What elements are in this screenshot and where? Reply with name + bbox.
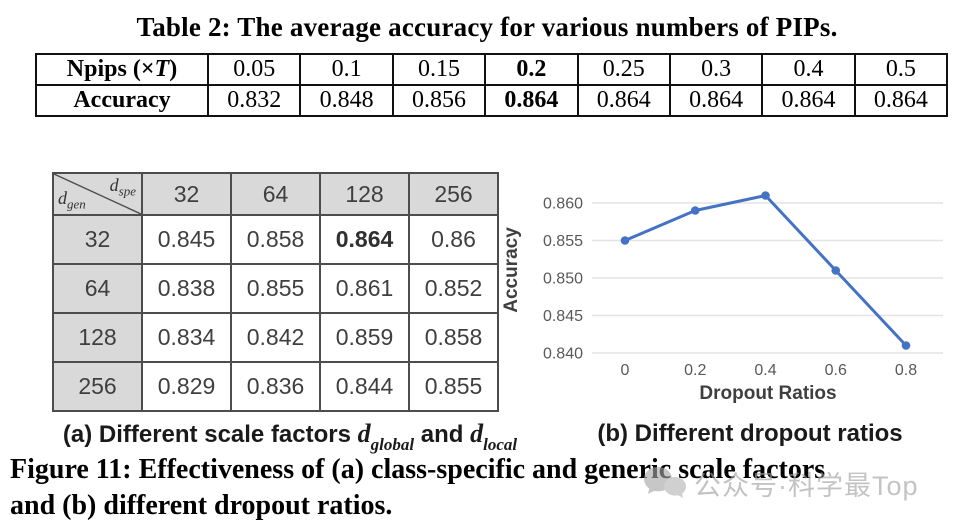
table2-caption: Table 2: The average accuracy for variou…	[136, 12, 838, 42]
scale-table-header-row: dspe dgen 32 64 128 256	[52, 172, 499, 216]
table-cell: 0.845	[141, 214, 232, 265]
column-header: 128	[319, 172, 410, 216]
row-header: 32	[52, 214, 143, 265]
row-header: 128	[52, 312, 143, 363]
d-local-symbol: dlocal	[470, 419, 518, 455]
table-cell: 0.864	[761, 84, 856, 117]
table-cell: 0.864	[853, 84, 949, 117]
table-cell: 0.25	[576, 53, 671, 86]
table-cell: 0.864	[668, 84, 764, 117]
table-cell: 0.86	[408, 214, 499, 265]
svg-text:0.840: 0.840	[543, 346, 583, 363]
svg-text:0.4: 0.4	[754, 362, 776, 379]
svg-text:0.860: 0.860	[543, 196, 583, 213]
table-cell: 0.855	[408, 361, 499, 412]
caption-a: (a) Different scale factors dglobal and …	[62, 419, 518, 455]
table-cell: 0.855	[230, 263, 321, 314]
dspe-label: dspe	[109, 175, 136, 199]
y-axis-label: Accuracy	[501, 227, 522, 313]
table-cell: 0.834	[141, 312, 232, 363]
table-cell: 0.3	[668, 53, 764, 86]
table-cell-best: 0.864	[484, 84, 579, 117]
svg-text:0.6: 0.6	[825, 362, 847, 379]
caption-b: (b) Different dropout ratios	[597, 420, 903, 447]
x-axis-label: Dropout Ratios	[699, 383, 836, 404]
table-row: 256 0.829 0.836 0.844 0.855	[52, 361, 499, 412]
column-header: 32	[141, 172, 232, 216]
svg-text:0.2: 0.2	[684, 362, 706, 379]
table-cell: 0.842	[230, 312, 321, 363]
table-row-accuracy: Accuracy 0.832 0.848 0.856 0.864 0.864 0…	[35, 84, 949, 117]
svg-text:0: 0	[621, 362, 630, 379]
row-header: 64	[52, 263, 143, 314]
table-cell: 0.861	[319, 263, 410, 314]
table-cell: 0.4	[761, 53, 856, 86]
table-cell: 0.832	[206, 84, 302, 117]
accuracy-line-series	[620, 191, 911, 350]
table-cell-best: 0.864	[319, 214, 410, 265]
row-header: 256	[52, 361, 143, 412]
dgen-label: dgen	[58, 188, 86, 212]
svg-text:0.8: 0.8	[895, 362, 917, 379]
table-row: 32 0.845 0.858 0.864 0.86	[52, 214, 499, 265]
scale-factor-table: dspe dgen 32 64 128 256 32 0.845 0.858 0…	[52, 172, 499, 412]
table-cell: 0.858	[230, 214, 321, 265]
table-cell: 0.848	[299, 84, 394, 117]
table-cell: 0.15	[391, 53, 487, 86]
table-cell: 0.836	[230, 361, 321, 412]
table-row-npips: Npips (×T) 0.05 0.1 0.15 0.2 0.25 0.3 0.…	[35, 53, 949, 86]
table-cell: 0.844	[319, 361, 410, 412]
table-cell-best: 0.2	[484, 53, 579, 86]
d-global-symbol: dglobal	[357, 419, 415, 455]
npips-row-label: Npips (×T)	[35, 53, 209, 86]
diagonal-divider	[54, 174, 141, 214]
table-cell: 0.5	[853, 53, 949, 86]
svg-text:0.845: 0.845	[543, 308, 583, 325]
figure-caption-line1: Figure 11: Effectiveness of (a) class-sp…	[10, 454, 826, 485]
corner-cell: dspe dgen	[52, 172, 143, 216]
column-header: 64	[230, 172, 321, 216]
pips-accuracy-table: Npips (×T) 0.05 0.1 0.15 0.2 0.25 0.3 0.…	[35, 53, 949, 117]
table-cell: 0.864	[576, 84, 671, 117]
table-cell: 0.852	[408, 263, 499, 314]
chart-gridlines	[592, 202, 943, 354]
table-cell: 0.859	[319, 312, 410, 363]
figure-caption: Figure 11: Effectiveness of (a) class-sp…	[10, 452, 974, 524]
table-cell: 0.856	[391, 84, 487, 117]
table-cell: 0.829	[141, 361, 232, 412]
table-cell: 0.05	[206, 53, 302, 86]
table-row: 128 0.834 0.842 0.859 0.858	[52, 312, 499, 363]
svg-text:0.850: 0.850	[543, 271, 583, 288]
figure-caption-line2: and (b) different dropout ratios.	[10, 490, 393, 521]
accuracy-row-label: Accuracy	[35, 84, 209, 117]
table-row: 64 0.838 0.855 0.861 0.852	[52, 263, 499, 314]
column-header: 256	[408, 172, 499, 216]
table-cell: 0.1	[299, 53, 394, 86]
table-cell: 0.838	[141, 263, 232, 314]
y-axis-tick-labels: 0.860 0.855 0.850 0.845 0.840	[543, 196, 583, 363]
svg-text:0.855: 0.855	[543, 233, 583, 250]
table-cell: 0.858	[408, 312, 499, 363]
x-axis-tick-labels: 0 0.2 0.4 0.6 0.8	[621, 362, 918, 379]
